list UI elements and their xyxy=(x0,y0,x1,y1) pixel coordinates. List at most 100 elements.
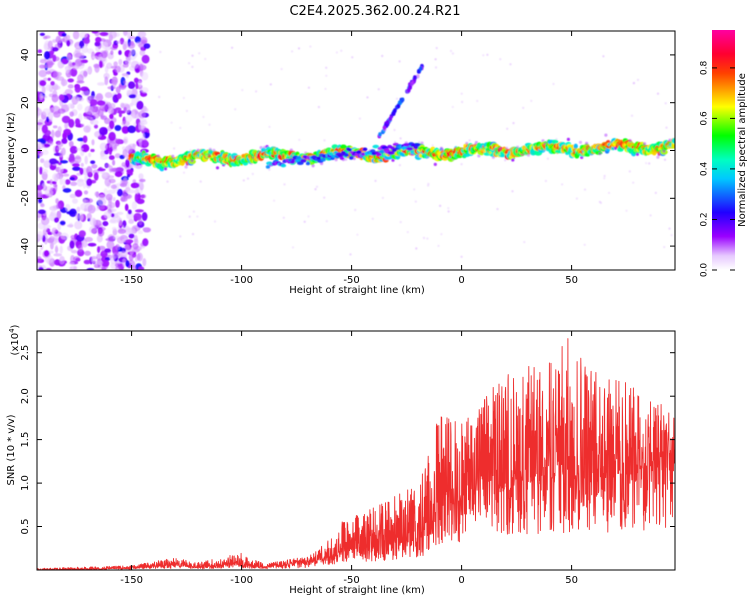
noise-speckle xyxy=(81,123,85,127)
streak-blob xyxy=(400,97,405,102)
main-band-blob xyxy=(573,143,578,150)
faint-speckle xyxy=(499,58,502,61)
noise-speckle xyxy=(54,173,59,183)
noise-speckle xyxy=(115,199,120,208)
secondary-band-blob xyxy=(372,144,380,149)
noise-speckle xyxy=(135,81,139,90)
noise-speckle xyxy=(86,267,95,270)
faint-speckle xyxy=(309,45,312,48)
noise-speckle xyxy=(117,228,127,234)
faint-speckle xyxy=(191,232,195,236)
noise-speckle xyxy=(68,261,75,266)
band-halo xyxy=(352,156,356,161)
noise-speckle xyxy=(141,54,150,64)
noise-speckle xyxy=(83,38,90,44)
faint-speckle xyxy=(546,157,550,160)
noise-speckle xyxy=(128,253,134,262)
faint-speckle xyxy=(607,191,611,195)
band-halo xyxy=(391,158,395,162)
band-halo xyxy=(136,162,140,166)
noise-speckle xyxy=(37,119,45,127)
noise-speckle xyxy=(39,32,46,37)
faint-speckle xyxy=(307,86,311,89)
noise-speckle xyxy=(57,142,64,148)
secondary-band-blob xyxy=(344,153,349,157)
noise-speckle xyxy=(69,145,78,154)
noise-speckle xyxy=(49,179,54,186)
faint-speckle xyxy=(636,78,640,82)
faint-speckle xyxy=(476,99,479,103)
streak-blob xyxy=(396,104,401,109)
noise-speckle xyxy=(97,108,104,117)
noise-speckle xyxy=(72,163,80,167)
noise-speckle xyxy=(133,77,139,84)
noise-speckle xyxy=(104,248,111,253)
noise-speckle xyxy=(41,124,48,134)
faint-speckle xyxy=(663,245,666,249)
faint-speckle xyxy=(522,106,525,110)
noise-speckle xyxy=(94,64,100,73)
noise-speckle xyxy=(52,54,57,63)
noise-speckle xyxy=(80,86,89,92)
noise-speckle xyxy=(59,220,66,226)
band-halo xyxy=(156,154,160,158)
noise-speckle xyxy=(136,100,144,110)
noise-speckle xyxy=(43,77,48,82)
streak-blob xyxy=(407,85,412,91)
snr-x-tick-label: 50 xyxy=(565,575,578,586)
faint-speckle xyxy=(560,183,564,186)
streak-blob xyxy=(416,74,420,79)
noise-speckle xyxy=(80,203,87,211)
colorbar-tick-label: 0.2 xyxy=(700,212,710,226)
noise-speckle xyxy=(66,224,74,228)
noise-speckle xyxy=(118,112,122,118)
noise-speckle xyxy=(59,150,64,158)
noise-speckle xyxy=(40,243,44,251)
faint-speckle xyxy=(530,99,533,103)
noise-speckle xyxy=(37,142,45,149)
noise-speckle xyxy=(93,112,100,119)
noise-speckle xyxy=(84,236,93,243)
faint-speckle xyxy=(506,127,509,130)
noise-speckle xyxy=(84,242,88,248)
noise-speckle xyxy=(38,69,47,78)
noise-speckle xyxy=(142,138,148,147)
noise-speckle xyxy=(37,49,43,54)
snr-y-axis-label: SNR (10 * v/v) xyxy=(6,414,17,485)
noise-speckle xyxy=(138,173,144,180)
spectrogram-x-tick-label: 50 xyxy=(565,275,578,286)
noise-speckle xyxy=(140,194,147,199)
faint-speckle xyxy=(298,138,301,142)
noise-speckle xyxy=(87,204,96,214)
noise-speckle xyxy=(109,168,118,172)
faint-speckle xyxy=(398,60,401,63)
noise-speckle xyxy=(98,127,108,136)
noise-speckle xyxy=(59,176,63,186)
noise-speckle xyxy=(88,152,92,158)
noise-speckle xyxy=(123,104,131,114)
faint-speckle xyxy=(434,58,437,61)
faint-speckle xyxy=(351,56,354,59)
colorbar-tick-label: 0.0 xyxy=(700,263,710,278)
noise-speckle xyxy=(142,238,149,247)
faint-speckle xyxy=(241,88,244,92)
noise-speckle xyxy=(118,58,123,66)
noise-speckle xyxy=(97,197,107,206)
noise-speckle xyxy=(116,236,126,244)
colorbar-label: Normalized spectral amplitude xyxy=(737,73,748,227)
noise-speckle xyxy=(39,166,43,175)
noise-speckle xyxy=(117,188,123,197)
noise-speckle xyxy=(71,96,80,104)
noise-speckle xyxy=(45,70,52,75)
faint-speckle xyxy=(583,243,586,246)
noise-speckle xyxy=(58,94,65,101)
noise-speckle xyxy=(69,266,73,270)
noise-speckle xyxy=(40,216,50,226)
secondary-band-blob xyxy=(320,157,326,162)
noise-speckle xyxy=(52,70,60,80)
band-halo xyxy=(578,140,583,144)
colorbar-tick-label: 0.6 xyxy=(700,111,710,126)
noise-speckle xyxy=(94,260,104,266)
faint-speckle xyxy=(656,92,660,95)
noise-speckle xyxy=(79,212,84,221)
